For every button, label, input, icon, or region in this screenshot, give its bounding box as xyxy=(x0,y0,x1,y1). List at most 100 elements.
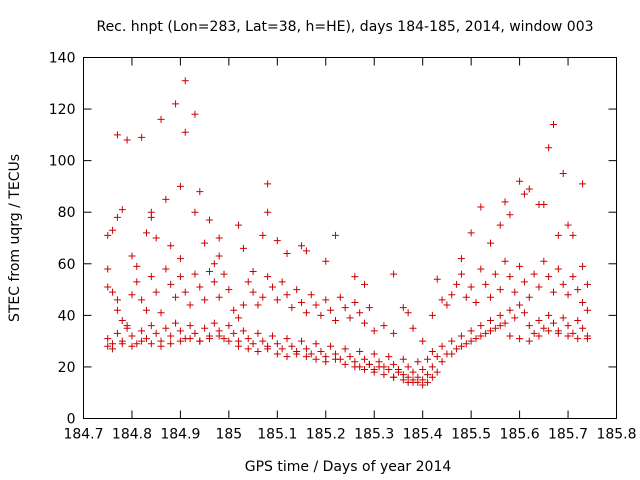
data-point xyxy=(520,309,528,317)
data-point xyxy=(525,337,533,345)
data-point xyxy=(506,211,514,219)
data-point xyxy=(554,265,562,273)
data-point xyxy=(511,314,519,322)
data-point xyxy=(414,378,422,386)
data-point xyxy=(438,358,446,366)
data-point xyxy=(254,301,262,309)
data-point xyxy=(186,301,194,309)
data-point xyxy=(230,306,238,314)
data-point xyxy=(467,283,475,291)
y-tick-label: 0 xyxy=(67,412,76,428)
data-point xyxy=(268,283,276,291)
data-point xyxy=(220,335,228,343)
data-point xyxy=(302,345,310,353)
data-point xyxy=(157,309,165,317)
data-point xyxy=(433,353,441,361)
data-point xyxy=(312,301,320,309)
data-point xyxy=(525,185,533,193)
data-point xyxy=(278,278,286,286)
data-point xyxy=(482,329,490,337)
data-point xyxy=(142,229,150,237)
data-point xyxy=(487,317,495,325)
data-point xyxy=(239,327,247,335)
data-point xyxy=(249,268,257,276)
data-point xyxy=(283,353,291,361)
data-point xyxy=(109,345,117,353)
data-point xyxy=(113,329,121,337)
data-point xyxy=(346,353,354,361)
data-point xyxy=(288,304,296,312)
data-point xyxy=(157,342,165,350)
data-point xyxy=(322,296,330,304)
data-point xyxy=(545,273,553,281)
data-point xyxy=(220,270,228,278)
data-point xyxy=(341,360,349,368)
y-axis-label: STEC from uqrg / TECUs xyxy=(7,154,23,322)
data-point xyxy=(142,335,150,343)
data-point xyxy=(394,368,402,376)
data-point xyxy=(409,324,417,332)
data-point xyxy=(273,237,281,245)
data-point xyxy=(322,257,330,265)
data-point xyxy=(210,278,218,286)
data-point xyxy=(390,270,398,278)
data-point xyxy=(370,327,378,335)
data-point xyxy=(390,360,398,368)
data-point xyxy=(167,280,175,288)
data-point xyxy=(288,342,296,350)
data-point xyxy=(467,337,475,345)
data-point xyxy=(249,340,257,348)
data-point xyxy=(530,270,538,278)
data-point xyxy=(167,242,175,250)
data-point xyxy=(215,332,223,340)
data-point xyxy=(424,371,432,379)
data-point xyxy=(448,350,456,358)
data-point xyxy=(264,180,272,188)
data-point xyxy=(298,242,306,250)
data-point xyxy=(268,332,276,340)
data-point xyxy=(138,133,146,141)
data-point xyxy=(259,231,267,239)
data-point xyxy=(239,301,247,309)
data-point xyxy=(491,270,499,278)
data-point xyxy=(564,322,572,330)
data-point xyxy=(104,231,112,239)
data-point xyxy=(477,203,485,211)
data-point xyxy=(506,273,514,281)
data-point xyxy=(399,371,407,379)
data-point xyxy=(327,306,335,314)
data-point xyxy=(123,136,131,144)
data-point xyxy=(186,335,194,343)
data-point xyxy=(506,306,514,314)
data-point xyxy=(302,247,310,255)
data-point xyxy=(554,231,562,239)
x-tick-label: 185.2 xyxy=(306,427,346,443)
data-point xyxy=(293,350,301,358)
data-point xyxy=(438,342,446,350)
data-point xyxy=(361,355,369,363)
data-point xyxy=(390,329,398,337)
data-point xyxy=(472,298,480,306)
data-point xyxy=(113,306,121,314)
data-point xyxy=(152,288,160,296)
data-point xyxy=(457,332,465,340)
data-point xyxy=(167,332,175,340)
data-point xyxy=(225,337,233,345)
x-tick-label: 185.6 xyxy=(500,427,540,443)
data-point xyxy=(273,296,281,304)
data-point xyxy=(496,221,504,229)
data-point xyxy=(249,288,257,296)
data-point xyxy=(138,327,146,335)
data-point xyxy=(579,180,587,188)
data-point xyxy=(370,350,378,358)
x-tick-label: 184.8 xyxy=(112,427,152,443)
data-point xyxy=(511,288,519,296)
data-point xyxy=(104,342,112,350)
data-point xyxy=(235,221,243,229)
y-tick-label: 20 xyxy=(58,360,76,376)
data-point xyxy=(191,329,199,337)
data-point xyxy=(574,335,582,343)
data-point xyxy=(496,322,504,330)
data-point xyxy=(104,335,112,343)
data-point xyxy=(278,345,286,353)
